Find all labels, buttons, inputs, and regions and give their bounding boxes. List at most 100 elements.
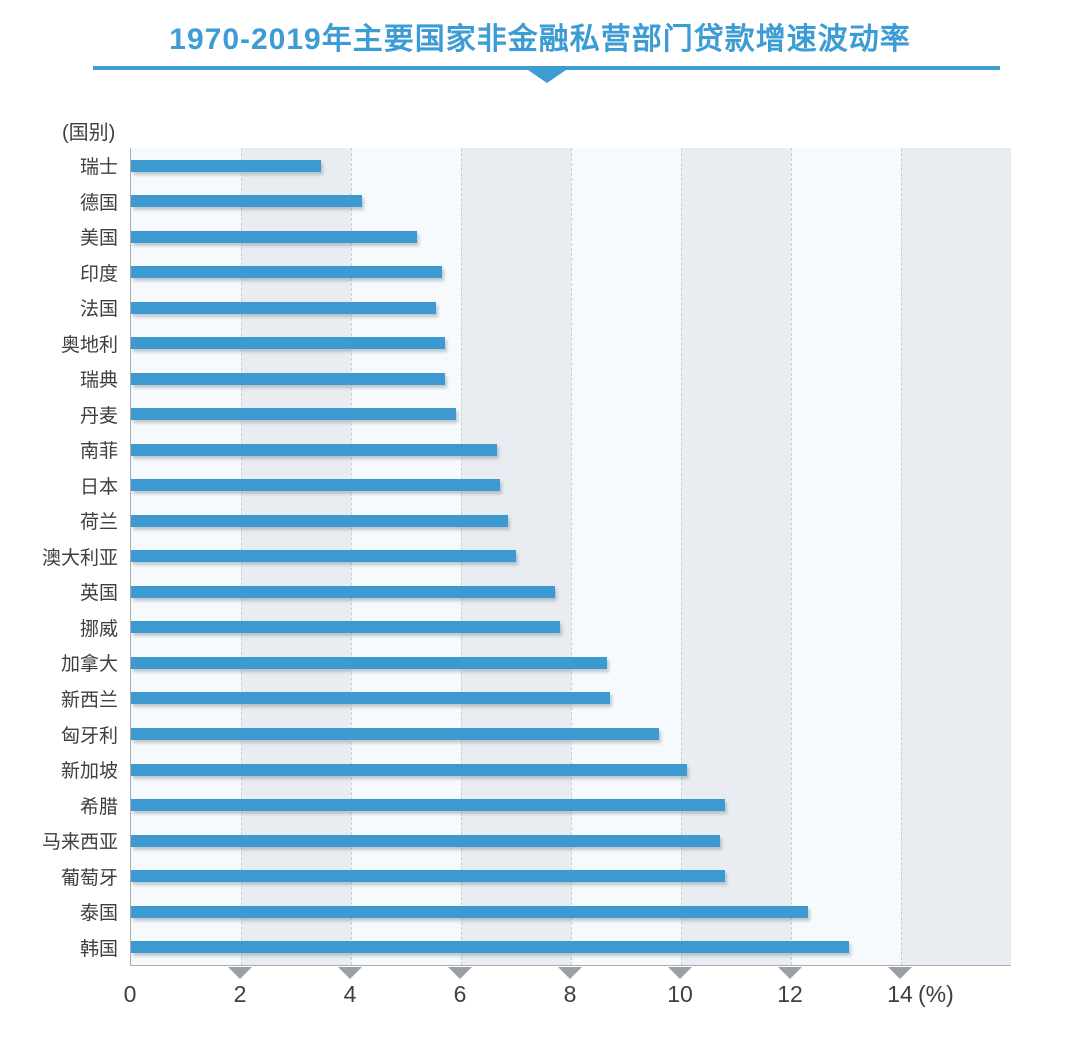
tick-marker-icon	[888, 967, 912, 979]
bar-row	[131, 929, 1011, 965]
gridline	[571, 148, 572, 965]
chart-title: 1970-2019年主要国家非金融私营部门贷款增速波动率	[169, 23, 911, 56]
y-axis-unit-label: (国别)	[62, 122, 116, 144]
bar	[131, 799, 725, 812]
bar-row	[131, 610, 1011, 646]
bar-row	[131, 326, 1011, 362]
bar	[131, 550, 516, 563]
bar-row	[131, 148, 1011, 184]
x-axis-unit-label: (%)	[918, 981, 954, 1007]
bar	[131, 941, 849, 954]
bar	[131, 763, 687, 776]
bar	[131, 195, 362, 208]
bar	[131, 266, 442, 279]
x-tick-label: 12	[777, 981, 803, 1007]
title-underline	[93, 66, 1000, 83]
bar	[131, 159, 321, 172]
bar-row	[131, 184, 1011, 220]
category-label: 荷兰	[79, 512, 118, 534]
bar-row	[131, 823, 1011, 859]
bar	[131, 301, 437, 314]
category-label: 希腊	[79, 796, 118, 818]
bar	[131, 408, 456, 421]
category-label: 挪威	[79, 618, 118, 640]
category-label: 日本	[79, 476, 118, 498]
bar	[131, 656, 607, 669]
band	[571, 148, 681, 965]
bar-row	[131, 681, 1011, 717]
gridline	[791, 148, 792, 965]
category-label: 马来西亚	[41, 832, 118, 854]
category-label: 法国	[79, 299, 118, 321]
bar	[131, 514, 508, 527]
category-label: 新加坡	[60, 761, 118, 783]
bar-row	[131, 397, 1011, 433]
bar	[131, 372, 445, 385]
category-label: 泰国	[79, 903, 118, 925]
bar	[131, 479, 500, 492]
bar-row	[131, 219, 1011, 255]
tick-marker-icon	[558, 967, 582, 979]
category-label: 南菲	[79, 441, 118, 463]
x-tick-label: 4	[343, 981, 357, 1007]
gridline	[901, 148, 902, 965]
bar-row	[131, 645, 1011, 681]
band	[791, 148, 901, 965]
bar-row	[131, 290, 1011, 326]
tick-marker-icon	[668, 967, 692, 979]
category-label: 葡萄牙	[60, 867, 118, 889]
category-label: 瑞典	[79, 370, 118, 392]
bar-row	[131, 539, 1011, 575]
band	[901, 148, 1011, 965]
tick-marker-icon	[228, 967, 252, 979]
x-tick-label: 10	[667, 981, 693, 1007]
bar	[131, 728, 659, 740]
background-bands	[131, 148, 1011, 965]
category-label: 印度	[79, 263, 118, 285]
bar-row	[131, 468, 1011, 504]
bar	[131, 692, 610, 705]
bar-row	[131, 752, 1011, 788]
x-axis: 0 2 4 6 8 10 12 14 (%)	[0, 965, 1080, 1025]
plot-area	[130, 148, 1011, 966]
bar-row	[131, 858, 1011, 894]
bars-container	[131, 148, 1011, 965]
category-label: 奥地利	[60, 334, 118, 356]
bar-row	[131, 503, 1011, 539]
bar	[131, 443, 497, 456]
bar	[131, 585, 555, 598]
title-underline-arrow-icon	[527, 70, 566, 83]
bar	[131, 834, 720, 847]
category-label: 丹麦	[79, 405, 118, 427]
x-tick-label: 14	[887, 981, 913, 1007]
bar-row	[131, 716, 1011, 752]
category-label: 德国	[79, 192, 118, 214]
category-label: 澳大利亚	[41, 547, 118, 569]
bar-row	[131, 361, 1011, 397]
bar	[131, 230, 417, 243]
bar	[131, 870, 725, 883]
x-tick-label: 0	[123, 981, 137, 1007]
category-label: 美国	[79, 228, 118, 250]
x-tick-label: 6	[453, 981, 467, 1007]
bar	[131, 337, 445, 350]
tick-marker-icon	[448, 967, 472, 979]
category-label: 瑞士	[79, 157, 118, 179]
tick-marker-icon	[338, 967, 362, 979]
category-label: 新西兰	[60, 689, 118, 711]
bar-row	[131, 255, 1011, 291]
bar	[131, 905, 808, 918]
category-labels: 瑞士 德国 美国 印度 法国 奥地利 瑞典 丹麦 南菲 日本 荷兰 澳大利亚 英国 挪威 加拿大 新西兰 匈牙利…	[0, 148, 130, 965]
bar	[131, 621, 560, 634]
category-label: 韩国	[79, 938, 118, 960]
bar-row	[131, 787, 1011, 823]
x-tick-label: 2	[233, 981, 247, 1007]
bar-row	[131, 432, 1011, 468]
gridline	[681, 148, 682, 965]
bar-row	[131, 894, 1011, 930]
category-label: 英国	[79, 583, 118, 605]
bar-row	[131, 574, 1011, 610]
tick-marker-icon	[778, 967, 802, 979]
x-tick-label: 8	[563, 981, 577, 1007]
